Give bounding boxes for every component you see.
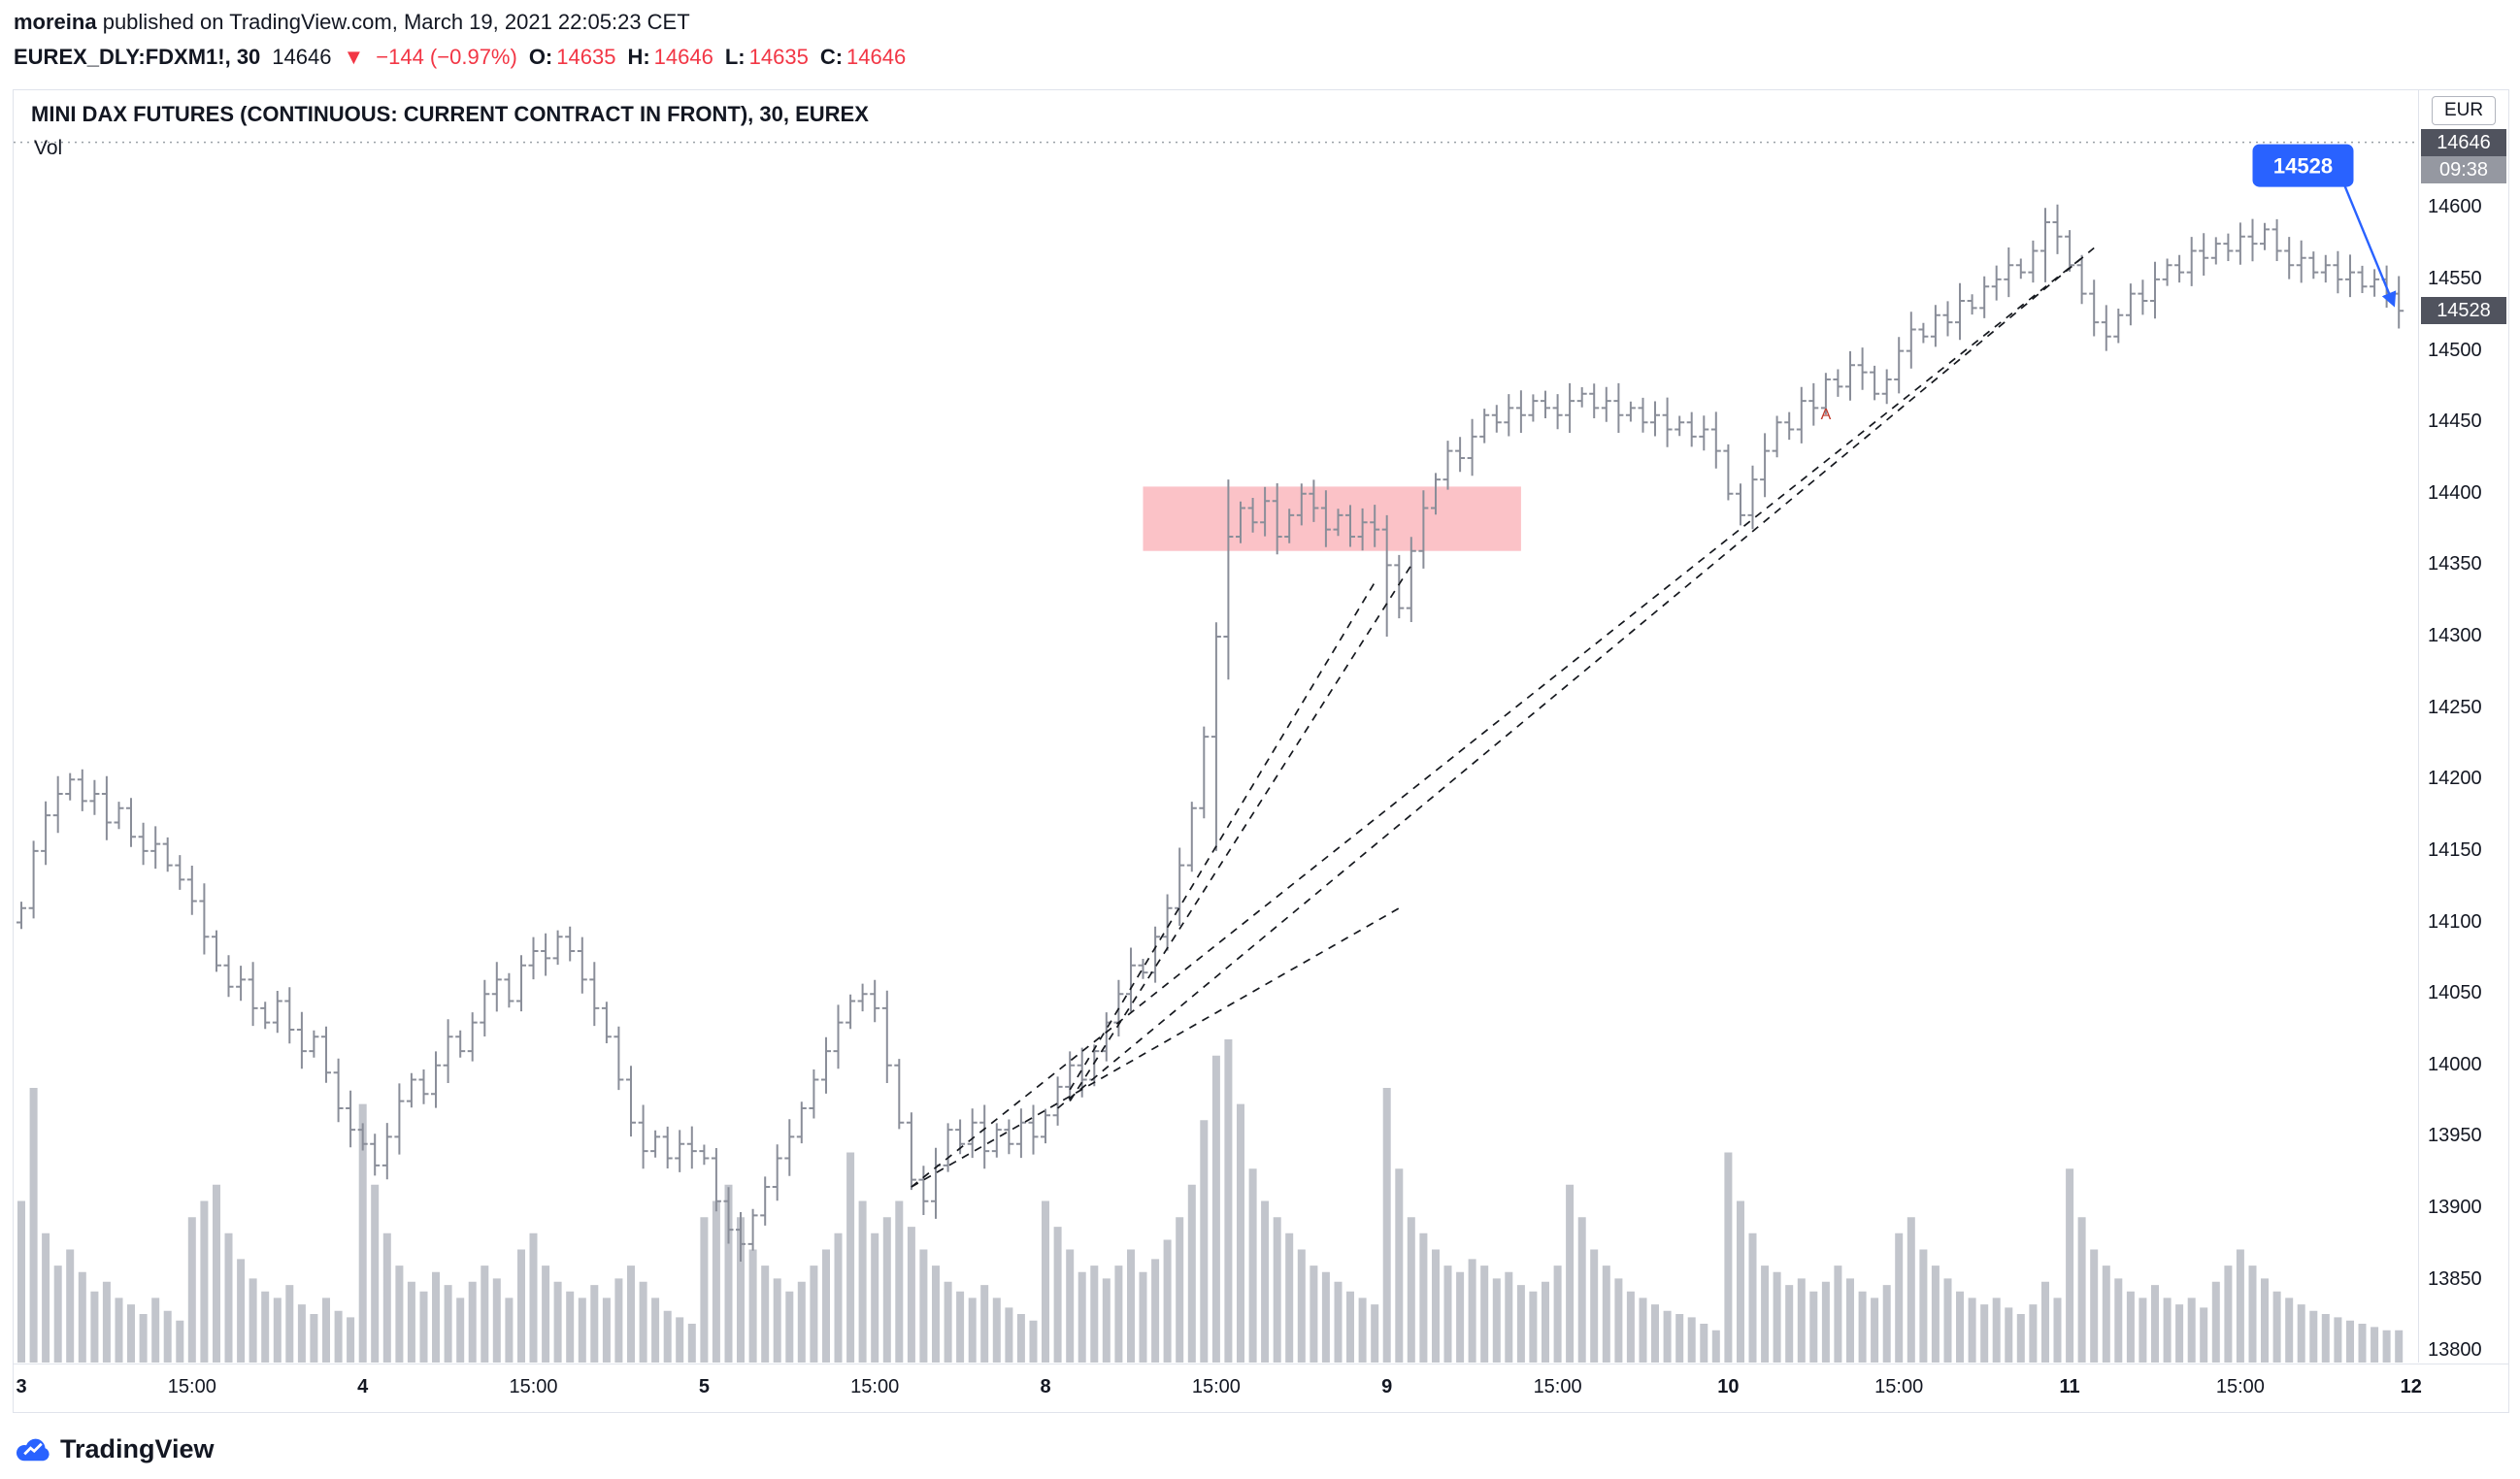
price-axis-label: 14450 xyxy=(2428,411,2482,433)
price-axis-label: 13950 xyxy=(2428,1125,2482,1147)
time-axis-label: 15:00 xyxy=(509,1376,558,1397)
price-axis-label: 14300 xyxy=(2428,625,2482,646)
time-axis-label: 8 xyxy=(1040,1376,1051,1397)
last-bar-price-badge: 14528 xyxy=(2421,297,2506,325)
time-axis[interactable]: 3 15:00 4 15:00 5 15:00 8 15:00 9 15:00 10 15:00 11 1… xyxy=(14,1364,2508,1412)
time-axis-label: 4 xyxy=(357,1376,369,1397)
price-axis-label: 14500 xyxy=(2428,339,2482,361)
ohlc-bars xyxy=(17,204,2404,1262)
time-axis-label: 9 xyxy=(1381,1376,1393,1397)
price-axis-label: 14550 xyxy=(2428,267,2482,289)
low-value: L: 14635 xyxy=(724,45,809,69)
time-axis-label: 5 xyxy=(698,1376,710,1397)
price-axis-label: 14600 xyxy=(2428,196,2482,218)
high-value: H: 14646 xyxy=(627,45,713,69)
callout-arrow[interactable] xyxy=(2343,185,2397,308)
price-axis-label: 13850 xyxy=(2428,1267,2482,1290)
price-axis-label: 13900 xyxy=(2428,1197,2482,1218)
price-axis-label: 14400 xyxy=(2428,481,2482,504)
price-callout-box[interactable] xyxy=(2252,144,2354,187)
time-axis-label: 15:00 xyxy=(167,1376,216,1397)
publish-info-text: published on TradingView.com, March 19, … xyxy=(96,10,690,34)
chart-panel[interactable]: A 14528 MINI DAX FUTURES (CONTINUOUS: CUR… xyxy=(13,89,2509,1413)
price-axis-label: 14100 xyxy=(2428,910,2482,933)
tradingview-logo-icon[interactable] xyxy=(16,1435,50,1464)
trendline-1[interactable] xyxy=(911,907,1400,1188)
time-axis-label: 15:00 xyxy=(850,1376,900,1397)
trendline-4[interactable] xyxy=(1069,564,1412,1102)
trendline-5[interactable] xyxy=(1069,581,1376,1091)
volume-indicator-label[interactable]: Vol xyxy=(34,137,63,159)
price-axis[interactable]: EUR 14646 09:38 14528 14600 14550 14500 144… xyxy=(2418,90,2508,1363)
current-price-badge: 14646 xyxy=(2421,128,2506,156)
price-axis-label: 14250 xyxy=(2428,696,2482,718)
time-axis-label: 10 xyxy=(1717,1376,1740,1397)
price-axis-label: 14050 xyxy=(2428,982,2482,1004)
price-chart-pane[interactable]: A 14528 xyxy=(14,90,2418,1363)
a-label-marker[interactable]: A xyxy=(1821,407,1832,423)
tradingview-wordmark[interactable]: TradingView xyxy=(60,1434,215,1463)
supply-zone-rectangle[interactable] xyxy=(1143,486,1521,551)
countdown-badge: 09:38 xyxy=(2421,155,2506,183)
time-axis-label: 15:00 xyxy=(2215,1376,2265,1397)
chart-title: MINI DAX FUTURES (CONTINUOUS: CURRENT CO… xyxy=(31,102,869,126)
last-price-value: 14646 xyxy=(272,45,332,69)
open-value: O: 14635 xyxy=(528,45,616,69)
price-axis-label: 14000 xyxy=(2428,1053,2482,1075)
trendline-3[interactable] xyxy=(1057,246,2095,1109)
time-axis-label: 3 xyxy=(16,1376,27,1397)
trendline-2[interactable] xyxy=(911,257,2083,1188)
time-axis-label: 15:00 xyxy=(1533,1376,1582,1397)
close-value: C: 14646 xyxy=(819,45,907,69)
price-axis-label: 14150 xyxy=(2428,838,2482,861)
symbol-info-bar: EUREX_DLY:FDXM1!, 30 14646 ▼ −144 (−0.97… xyxy=(14,45,906,70)
currency-button[interactable]: EUR xyxy=(2432,96,2496,125)
price-callout-label: 14528 xyxy=(2273,154,2333,179)
down-triangle-icon: ▼ xyxy=(343,45,365,69)
publish-header: moreina published on TradingView.com, Ma… xyxy=(14,10,690,35)
volume-bars xyxy=(17,1039,2404,1363)
author-name: moreina xyxy=(14,10,97,34)
time-axis-label: 11 xyxy=(2059,1376,2080,1397)
price-change: −144 (−0.97%) xyxy=(376,45,517,69)
time-axis-label: 12 xyxy=(2400,1376,2422,1397)
price-axis-label: 14350 xyxy=(2428,553,2482,575)
price-axis-label: 14200 xyxy=(2428,768,2482,790)
footer-branding: TradingView xyxy=(16,1434,215,1464)
time-axis-label: 15:00 xyxy=(1874,1376,1924,1397)
time-axis-label: 15:00 xyxy=(1191,1376,1241,1397)
symbol-title[interactable]: EUREX_DLY:FDXM1!, 30 xyxy=(14,45,261,69)
price-axis-label: 13800 xyxy=(2428,1339,2482,1362)
